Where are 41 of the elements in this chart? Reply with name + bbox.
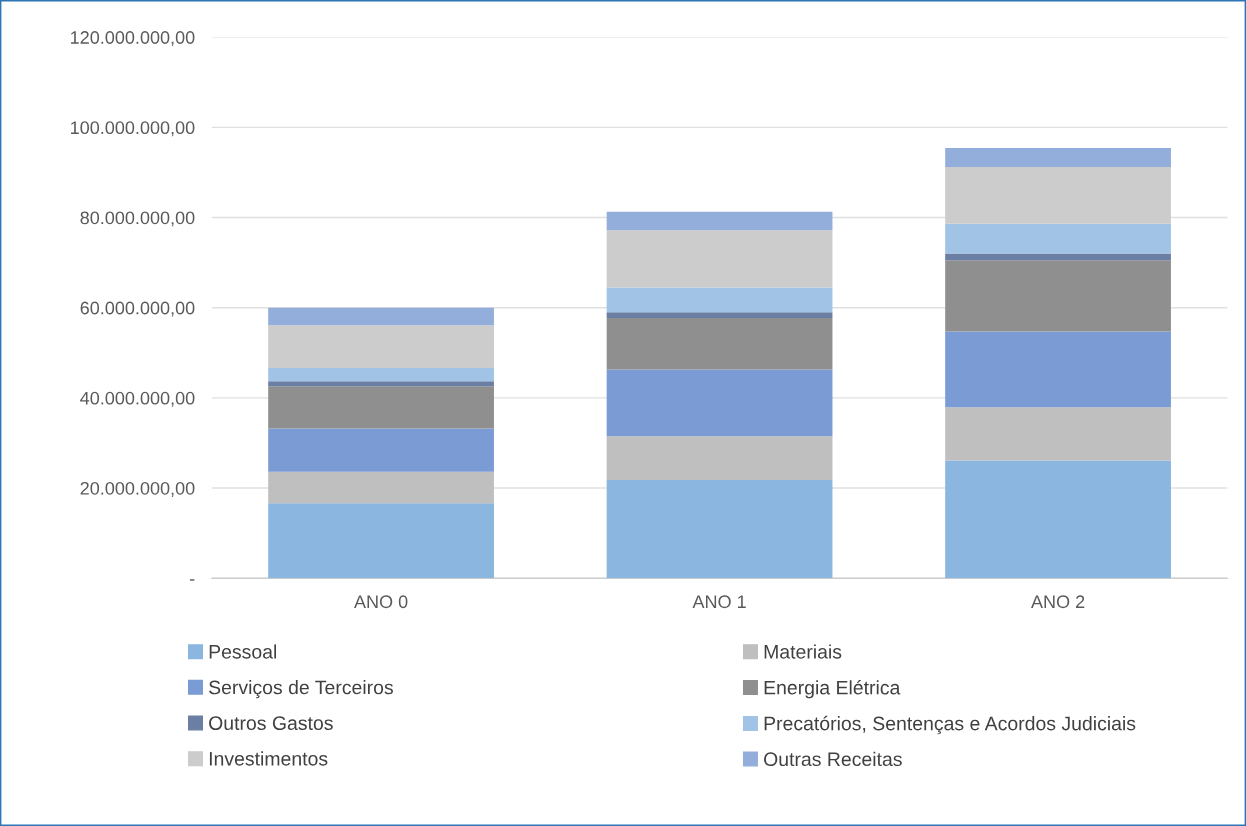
y-tick-label: 120.000.000,00	[71, 31, 195, 47]
legend-label: Materiais	[764, 644, 842, 659]
y-tick-label: 20.000.000,00	[80, 481, 195, 497]
legend-label: Pessoal	[209, 644, 277, 659]
legend-label: Precatórios, Sentenças e Acordos Judiciais	[764, 715, 1136, 735]
bar	[945, 223, 1171, 254]
bar	[945, 167, 1171, 224]
bar	[606, 479, 833, 579]
legend-label: Serviços de Terceiros	[209, 680, 393, 699]
bar	[945, 331, 1171, 408]
bar	[268, 503, 494, 579]
bar	[606, 230, 833, 288]
legend-label: Energia Elétrica	[764, 680, 901, 699]
bar	[945, 260, 1171, 332]
bar	[606, 211, 833, 231]
bar	[945, 460, 1171, 579]
bar	[268, 428, 494, 472]
y-tick-label: 60.000.000,00	[80, 301, 195, 317]
x-tick-label: ANO 1	[692, 595, 746, 609]
bar	[268, 307, 494, 326]
bar	[268, 368, 494, 382]
bar	[606, 318, 833, 370]
x-tick-label: ANO 2	[1031, 595, 1085, 609]
legend-label: Outros Gastos	[209, 716, 333, 731]
y-tick-label: 80.000.000,00	[80, 211, 195, 227]
bar	[268, 471, 494, 504]
bar	[606, 287, 833, 313]
bar	[945, 148, 1171, 168]
bar	[606, 436, 833, 480]
bar	[268, 386, 494, 429]
legend-label: Investimentos	[209, 751, 328, 766]
bar	[945, 407, 1171, 461]
bar	[268, 325, 494, 369]
x-tick-label: ANO 0	[354, 595, 408, 609]
bar	[268, 381, 494, 387]
bar	[606, 369, 833, 437]
bar	[606, 312, 833, 319]
y-tick-label: -	[189, 579, 195, 581]
y-tick-label: 100.000.000,00	[71, 121, 195, 137]
y-tick-label: 40.000.000,00	[80, 391, 195, 407]
legend-label: Outras Receitas	[764, 751, 902, 767]
